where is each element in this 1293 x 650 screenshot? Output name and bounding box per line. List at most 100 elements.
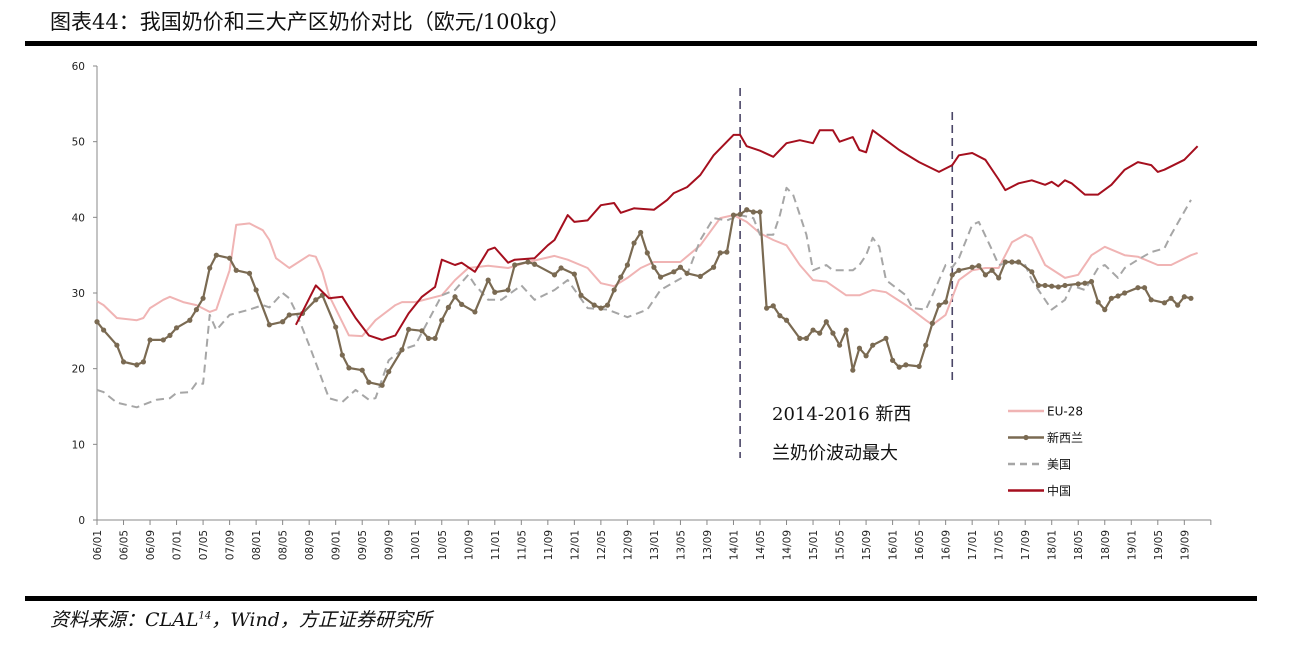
series-marker [644,250,650,256]
series-marker [764,305,770,311]
bottom-rule [25,596,1257,601]
series-marker [578,292,584,298]
series-marker [359,367,365,373]
series-marker [1029,269,1035,275]
series-marker [956,267,962,273]
series-marker [724,249,730,255]
x-tick-label: 12/01 [569,530,581,560]
series-marker [1055,284,1061,290]
series-marker [770,303,776,309]
series-marker [1161,300,1168,306]
x-tick-label: 19/01 [1126,530,1138,560]
series-marker [976,263,982,269]
legend-label: 美国 [1047,458,1071,472]
series-marker [167,332,173,338]
series-marker [187,317,193,323]
series-marker [1168,295,1174,301]
series-marker [485,277,491,283]
series-marker [1015,259,1022,265]
series-marker [671,269,677,275]
series-marker [147,337,153,343]
series-marker [472,309,478,315]
annotation-line-1: 2014-2016 新西 [772,404,911,425]
series-marker [531,261,538,267]
x-tick-label: 17/01 [967,530,979,560]
series-marker [246,270,253,276]
series-marker [445,304,451,310]
series-marker [173,325,180,331]
series-marker [929,320,935,326]
series-marker [949,272,955,278]
top-rule [25,41,1257,46]
x-tick-label: 12/09 [622,530,634,560]
x-tick-label: 07/01 [172,530,184,560]
series-marker [896,364,902,370]
series-marker [744,207,750,213]
series-marker [631,240,637,246]
series-marker [114,342,120,348]
x-tick-label: 13/01 [649,530,661,560]
series-marker [313,297,319,303]
series-marker [916,363,922,369]
x-tick-label: 06/09 [145,530,157,560]
series-marker [943,299,949,305]
series-marker [936,302,942,308]
x-tick-label: 19/05 [1153,530,1165,560]
x-tick-label: 06/01 [92,530,104,560]
series-marker [366,379,372,385]
series-marker [982,272,989,278]
x-tick-label: 09/09 [384,530,396,560]
y-tick-label: 20 [72,364,85,376]
x-tick-label: 08/05 [278,530,290,560]
x-tick-label: 11/01 [490,530,502,560]
series-marker [1175,302,1181,308]
y-tick-label: 50 [72,137,85,149]
series-marker [1049,283,1055,289]
x-tick-label: 09/05 [357,530,369,560]
y-tick-label: 10 [72,439,85,451]
series-marker [611,287,617,293]
series-marker [730,212,737,218]
x-tick-label: 09/01 [331,530,343,560]
annotation-line-2: 兰奶价波动最大 [772,443,898,464]
series-marker [903,362,909,368]
series-marker [399,347,405,353]
series-marker [286,312,292,318]
series-marker [253,287,259,293]
series-marker [213,252,219,258]
x-tick-label: 08/01 [251,530,263,560]
series-marker [823,319,829,325]
x-tick-label: 17/05 [994,530,1006,560]
series-marker [737,211,743,217]
x-tick-label: 11/09 [543,530,555,560]
series-marker [452,294,458,300]
x-tick-label: 08/09 [304,530,316,560]
x-tick-label: 18/05 [1073,530,1085,560]
y-tick-label: 40 [72,212,85,224]
x-tick-label: 13/09 [702,530,714,560]
series-marker [883,335,889,341]
series-marker [651,264,657,270]
legend-label: EU-28 [1047,405,1083,419]
series-marker [1042,282,1048,289]
series-marker [757,209,763,215]
x-tick-label: 07/05 [198,530,210,560]
series-marker [624,262,631,268]
series-marker [870,342,876,348]
x-tick-label: 10/09 [463,530,475,560]
series-marker [339,352,345,358]
series-marker [120,359,127,365]
series-marker [836,342,843,348]
series-marker [193,307,200,313]
source-prefix: 资料来源：CLAL [50,609,199,631]
x-tick-label: 07/09 [225,530,237,560]
series-marker [777,313,783,319]
series-line-3 [295,129,1199,341]
series-marker [1075,281,1081,287]
series-marker [684,270,690,276]
series-marker [923,342,929,348]
series-marker [863,353,869,359]
legend-label: 中国 [1047,483,1071,498]
series-marker [346,365,352,371]
series-marker [505,287,511,293]
